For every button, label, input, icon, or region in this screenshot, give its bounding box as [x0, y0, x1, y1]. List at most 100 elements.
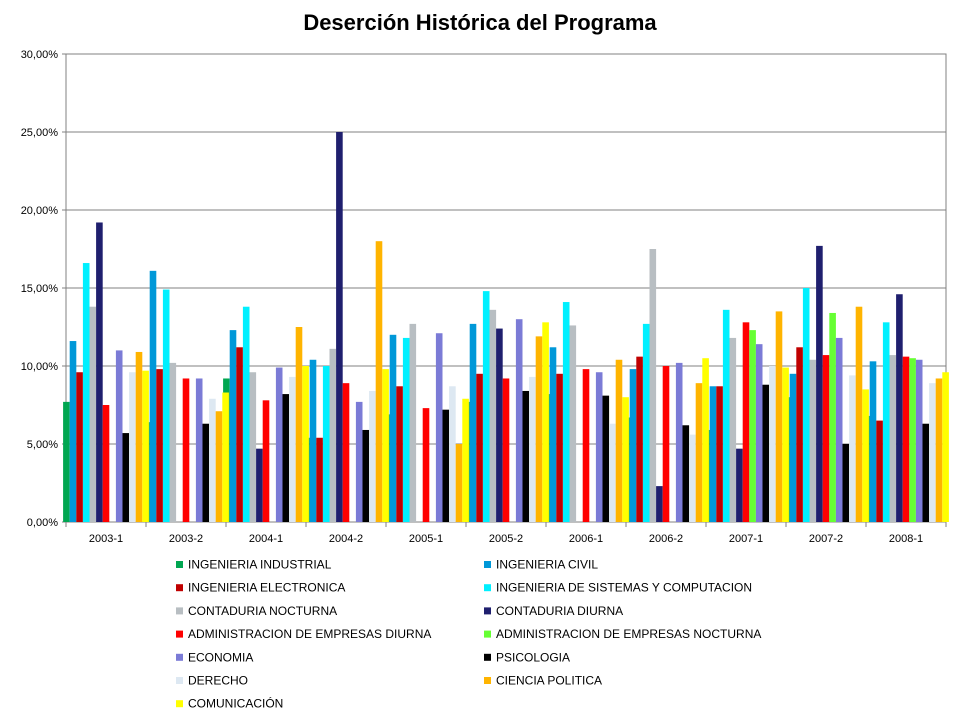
bar — [449, 386, 456, 522]
bar — [455, 444, 463, 522]
bar — [782, 367, 789, 522]
bar — [649, 249, 657, 522]
chart-title: Deserción Histórica del Programa — [303, 10, 657, 35]
x-tick-label: 2006-2 — [649, 533, 683, 545]
bar — [156, 369, 163, 522]
bar — [822, 355, 830, 522]
bar — [302, 366, 309, 522]
x-tick-label: 2006-1 — [569, 533, 603, 545]
bar — [282, 394, 290, 522]
bar — [342, 383, 350, 522]
bar — [409, 323, 417, 522]
legend-label: INGENIERIA INDUSTRIAL — [188, 558, 332, 572]
bar — [716, 386, 723, 522]
bar — [256, 448, 263, 522]
bar — [762, 384, 770, 522]
bar — [749, 330, 756, 522]
bar — [502, 378, 510, 522]
bar — [262, 400, 270, 522]
bar — [322, 366, 330, 522]
y-tick-label: 15,00% — [21, 283, 59, 295]
bar — [682, 425, 690, 522]
bar — [236, 347, 243, 522]
bar — [816, 245, 823, 522]
bar — [402, 337, 410, 522]
bar — [935, 378, 943, 522]
bar — [549, 347, 557, 522]
bar — [442, 409, 450, 522]
legend-swatch — [484, 561, 491, 568]
bar — [869, 361, 877, 522]
bar — [162, 289, 170, 522]
bar — [615, 359, 623, 522]
x-tick-label: 2004-1 — [249, 533, 283, 545]
legend-label: INGENIERIA DE SISTEMAS Y COMPUTACION — [496, 581, 752, 595]
y-tick-label: 0,00% — [27, 517, 58, 529]
bar — [215, 411, 223, 522]
bar — [876, 420, 883, 522]
legend-label: INGENIERIA ELECTRONICA — [188, 581, 345, 595]
legend-label: CONTADURIA DIURNA — [496, 604, 623, 618]
bar — [742, 322, 750, 522]
bar — [489, 309, 497, 522]
bar — [369, 390, 376, 522]
bar — [922, 423, 930, 522]
bar — [595, 372, 603, 522]
bar — [89, 306, 97, 522]
legend-label: CONTADURIA NOCTURNA — [188, 604, 337, 618]
bar — [375, 241, 383, 522]
bar — [96, 222, 103, 523]
x-tick-label: 2005-1 — [409, 533, 443, 545]
bar — [789, 373, 797, 522]
bar — [569, 325, 577, 522]
bar — [102, 405, 110, 522]
bar — [482, 291, 490, 522]
bar — [122, 433, 130, 522]
bar — [855, 306, 863, 522]
bar — [736, 448, 743, 522]
bar — [675, 362, 683, 522]
bar — [562, 302, 570, 522]
x-tick-label: 2007-1 — [729, 533, 763, 545]
legend-label: ECONOMIA — [188, 650, 253, 664]
bar — [902, 356, 910, 522]
bar — [169, 362, 177, 522]
bar — [636, 356, 643, 522]
legend-swatch — [484, 630, 491, 638]
bar — [796, 347, 803, 522]
bar — [82, 263, 90, 522]
bar — [362, 429, 370, 522]
bar — [63, 401, 70, 522]
bar — [709, 386, 717, 522]
bar — [642, 323, 650, 522]
bar — [889, 355, 897, 522]
bar — [382, 369, 389, 522]
legend-label: COMUNICACIÓN — [188, 696, 283, 711]
bar — [355, 401, 363, 522]
bar — [609, 423, 616, 522]
x-tick-label: 2003-2 — [169, 533, 203, 545]
bar — [622, 397, 629, 522]
bar — [149, 270, 157, 522]
legend-label: ADMINISTRACION DE EMPRESAS DIURNA — [188, 627, 431, 641]
legend-swatch — [176, 630, 183, 638]
bar — [896, 294, 903, 522]
bar — [336, 132, 343, 522]
legend-label: INGENIERIA CIVIL — [496, 558, 598, 572]
bar — [142, 370, 149, 522]
x-tick-label: 2003-1 — [89, 533, 123, 545]
bar — [695, 383, 703, 522]
bar — [629, 369, 637, 522]
x-tick-label: 2005-2 — [489, 533, 523, 545]
bar — [295, 327, 303, 522]
bar — [915, 359, 923, 522]
x-tick-label: 2004-2 — [329, 533, 363, 545]
legend-swatch — [484, 607, 491, 615]
y-tick-label: 25,00% — [21, 127, 59, 139]
legend-swatch — [484, 653, 491, 661]
y-tick-label: 20,00% — [21, 205, 59, 217]
bar — [496, 328, 503, 522]
bar — [849, 375, 856, 522]
bar — [422, 408, 430, 522]
